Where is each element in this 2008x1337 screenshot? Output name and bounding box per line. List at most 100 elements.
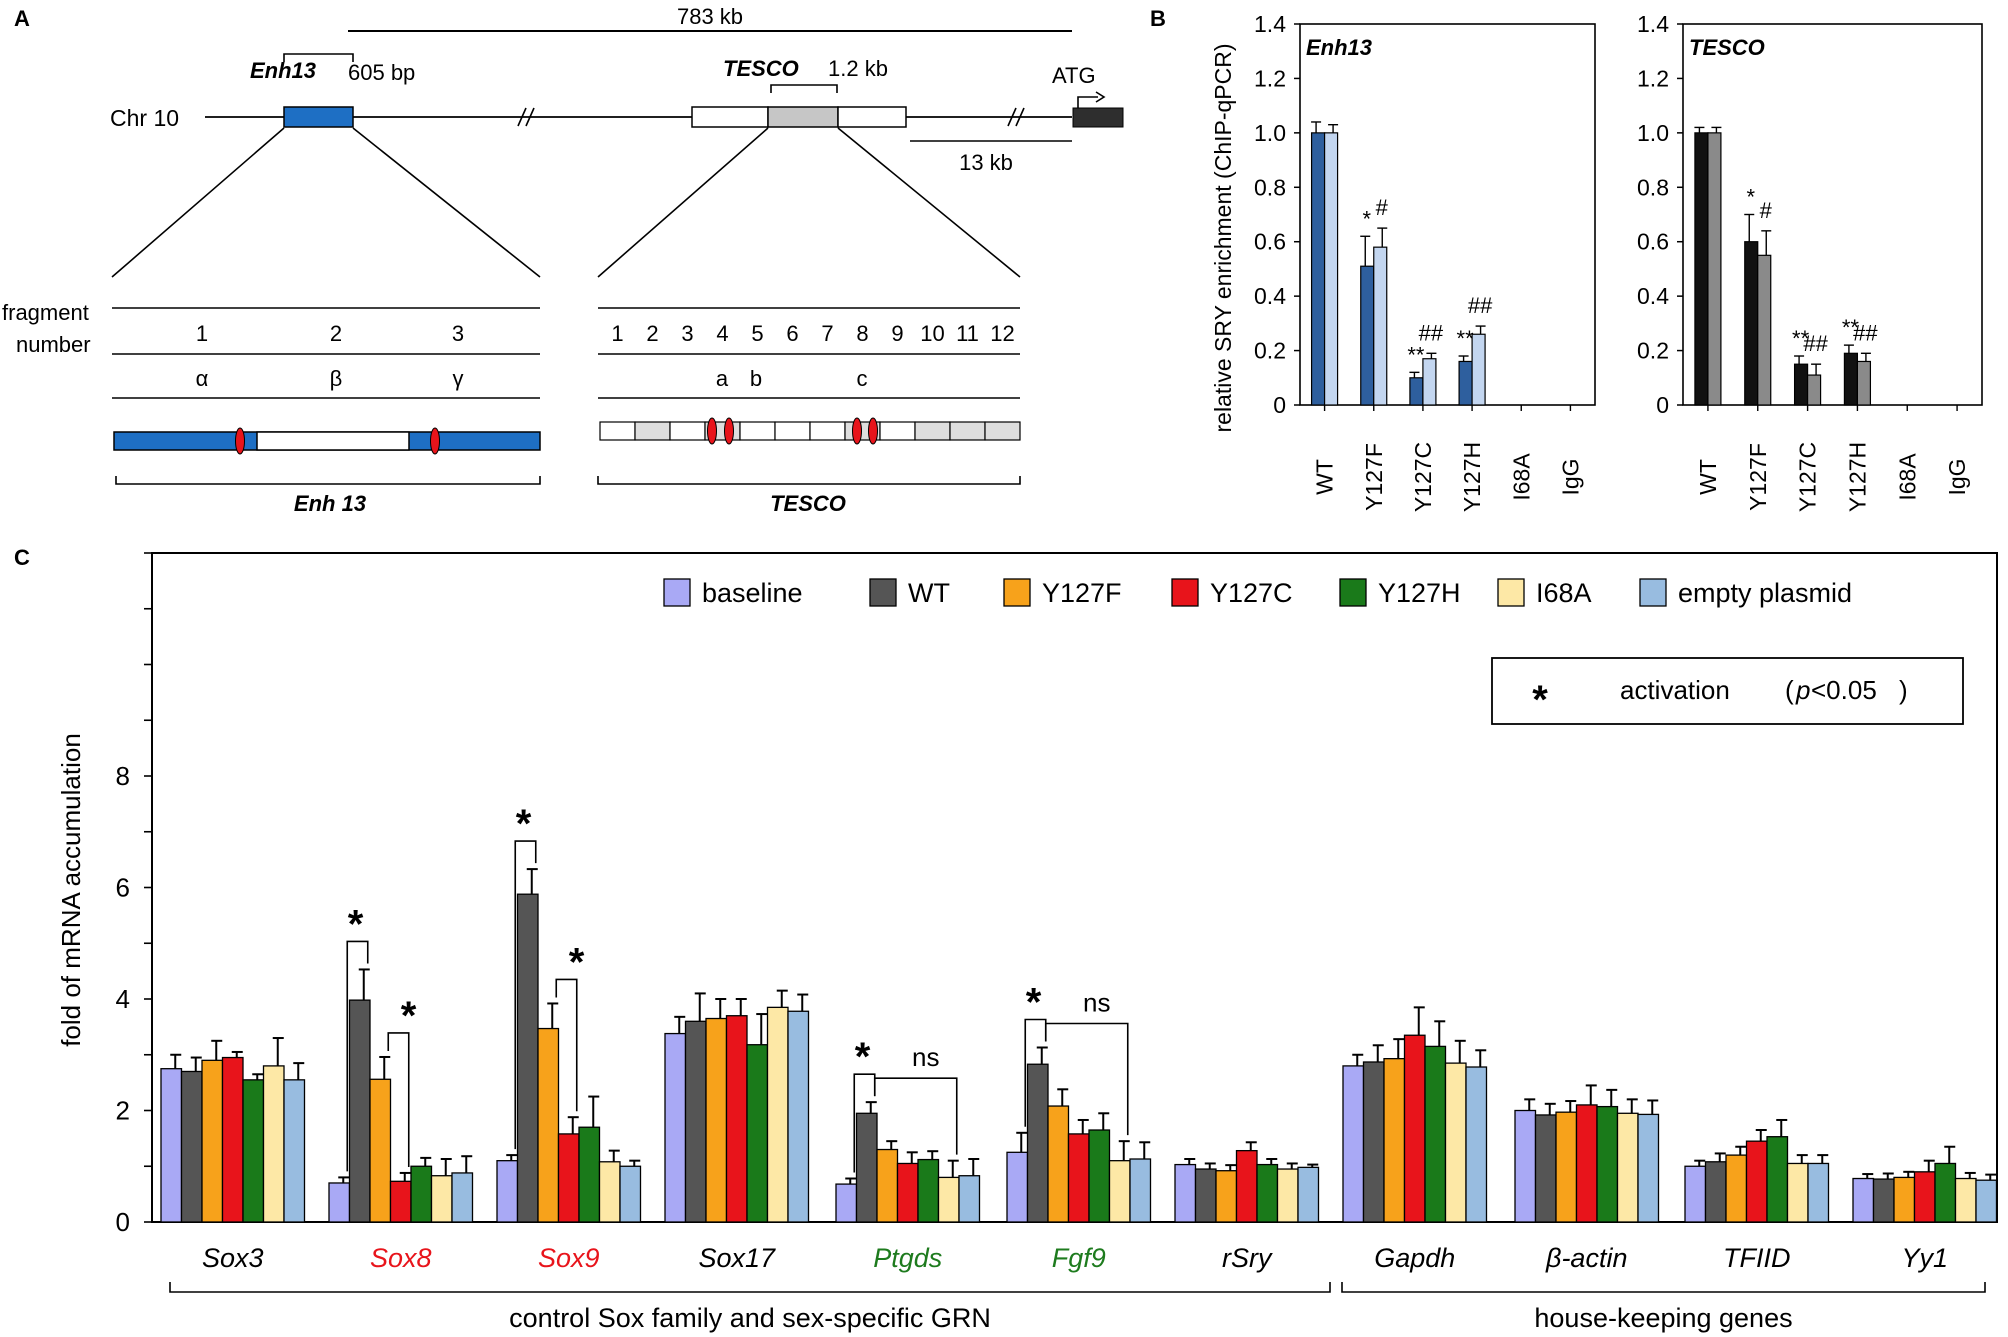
y-tick-label: 0.8	[1637, 174, 1669, 200]
category-label-sox8: Sox8	[370, 1243, 432, 1273]
chart-frame	[1682, 23, 1983, 406]
category-label-ptgds: Ptgds	[873, 1243, 942, 1273]
bar-fgf9-y127f	[1047, 1105, 1070, 1223]
y-tick-label: 1.0	[1637, 120, 1669, 146]
bar-sox8-y127h	[410, 1165, 433, 1223]
y-tick-label: 0.4	[1637, 283, 1669, 309]
enh13-fragment-numbers: 1 2 3	[196, 321, 464, 346]
bar-ptgds-y127f	[876, 1148, 899, 1223]
panel-label-a: A	[14, 6, 30, 31]
group-label: control Sox family and sex-specific GRN	[509, 1303, 991, 1333]
tesco-fragment-segment	[984, 421, 1021, 441]
significance-bracket	[555, 978, 578, 1112]
legend-swatch-baseline	[663, 578, 691, 607]
bar-fgf9-i68a	[1108, 1160, 1131, 1223]
enh13-site-label: γ	[453, 366, 464, 391]
bar-sox3-y127c	[221, 1056, 244, 1223]
bar-actin-wt	[1534, 1114, 1557, 1223]
bar-wt-replicate-2	[1323, 132, 1339, 406]
y-tick-label: 6	[116, 873, 130, 903]
bar-rsry-baseline	[1174, 1163, 1197, 1223]
bar-sox8-i68a	[430, 1175, 453, 1223]
legend-swatch-i68a	[1497, 578, 1525, 607]
chart-enh13: Enh13 0 0.2 0.4 0.6 0.8 1.0 1.2 1.4 WT Y127F Y127C Y…	[1254, 11, 1596, 512]
bar-sox9-y127c	[557, 1133, 580, 1223]
bar-sox3-wt	[180, 1070, 203, 1223]
bar-tfiid-baseline	[1684, 1165, 1707, 1223]
bar-sox17-empty-plasmid	[787, 1010, 810, 1223]
bar-fgf9-empty-plasmid	[1129, 1158, 1152, 1223]
significance-bracket	[387, 1032, 410, 1167]
legend-swatch-wt	[869, 578, 897, 607]
panel-c-y-axis-title: fold of mRNA accumulation	[56, 733, 86, 1047]
bar-yy1-y127h	[1934, 1162, 1957, 1223]
break-mark-2	[1007, 107, 1025, 127]
bar-tfiid-y127h	[1766, 1136, 1789, 1223]
tesco-fragment-number: 12	[990, 321, 1014, 346]
bar-gapdh-y127c	[1403, 1034, 1426, 1223]
sox-site-a1-icon	[707, 417, 717, 445]
significance-label: *	[401, 994, 417, 1038]
significance-label: *	[348, 902, 364, 946]
bar-actin-y127f	[1555, 1111, 1578, 1223]
enh13-fragment-2-block	[256, 431, 410, 451]
significance-bracket	[873, 1077, 958, 1155]
bar-yy1-y127f	[1893, 1176, 1916, 1223]
y-tick-label: 8	[116, 761, 130, 791]
bar-gapdh-y127f	[1383, 1058, 1406, 1223]
enh13-fragment-number: 2	[330, 321, 342, 346]
group-bracket	[1341, 1282, 1986, 1293]
enh13-bottom-bracket	[115, 476, 541, 485]
legend-label: I68A	[1536, 578, 1592, 608]
tesco-fragment-segment	[634, 421, 671, 441]
group-bracket	[169, 1282, 1331, 1293]
tesco-fragment-numbers: 1 2 3 4 5 6 7 8 9 10 11 12	[611, 321, 1014, 346]
tesco-fragment-bar	[599, 421, 1021, 441]
bar-yy1-wt	[1872, 1178, 1895, 1223]
group-label: house-keeping genes	[1534, 1303, 1792, 1333]
bar-yy1-i68a	[1954, 1177, 1977, 1223]
category-label-actin: β-actin	[1545, 1243, 1627, 1273]
y-tick-label: 1.2	[1637, 65, 1669, 91]
bar-yy1-y127c	[1913, 1171, 1936, 1223]
bar-sox8-empty-plasmid	[451, 1172, 474, 1223]
chart-mrna: 0 2 4 6 8 baseline WT Y127F Y127C Y127H I68A empty …	[116, 552, 1998, 1333]
bar-tfiid-i68a	[1786, 1162, 1809, 1223]
tesco-flank-right	[837, 106, 907, 128]
y-tick-label: 0	[1273, 392, 1286, 418]
sox-site-c1-icon	[852, 417, 862, 445]
significance-label: ns	[1083, 988, 1110, 1018]
sox-site-a2-icon	[724, 417, 734, 445]
bar-sox8-y127f	[369, 1078, 392, 1223]
bar-fgf9-baseline	[1006, 1151, 1029, 1223]
tesco-bracket	[770, 84, 838, 93]
bar-sox3-empty-plasmid	[283, 1079, 306, 1223]
bar-gapdh-baseline	[1342, 1065, 1365, 1223]
y-tick-label: 1.4	[1637, 11, 1669, 37]
sox-site-gamma-icon	[430, 427, 440, 455]
tesco-fragment-number: 3	[681, 321, 693, 346]
bar-sox9-i68a	[598, 1161, 621, 1223]
significance-label: *	[516, 802, 532, 846]
bar-sox8-baseline	[328, 1182, 351, 1223]
bar-y127f-replicate-2	[1373, 246, 1388, 406]
tesco-fragment-segment	[739, 421, 776, 441]
sox-site-alpha-icon	[235, 427, 245, 455]
enh13-block	[283, 106, 354, 128]
bar-tfiid-empty-plasmid	[1807, 1162, 1830, 1223]
significance-label: **	[1457, 326, 1475, 351]
bar-tfiid-y127f	[1725, 1154, 1748, 1223]
key-box-paren-open: (	[1785, 675, 1794, 705]
bar-ptgds-i68a	[937, 1176, 960, 1223]
tesco-fragment-segment	[774, 421, 811, 441]
bar-y127f-replicate-2	[1757, 254, 1772, 406]
bar-rsry-y127c	[1235, 1149, 1258, 1223]
significance-label: *	[855, 1035, 871, 1079]
tss-arrow-head	[1095, 91, 1106, 103]
bar-sox17-wt	[684, 1020, 707, 1223]
legend-label: Y127C	[1210, 578, 1293, 608]
significance-label: *	[569, 940, 585, 984]
legend-label: baseline	[702, 578, 803, 608]
tesco-bottom-label: TESCO	[770, 491, 846, 516]
bar-rsry-empty-plasmid	[1297, 1166, 1320, 1223]
